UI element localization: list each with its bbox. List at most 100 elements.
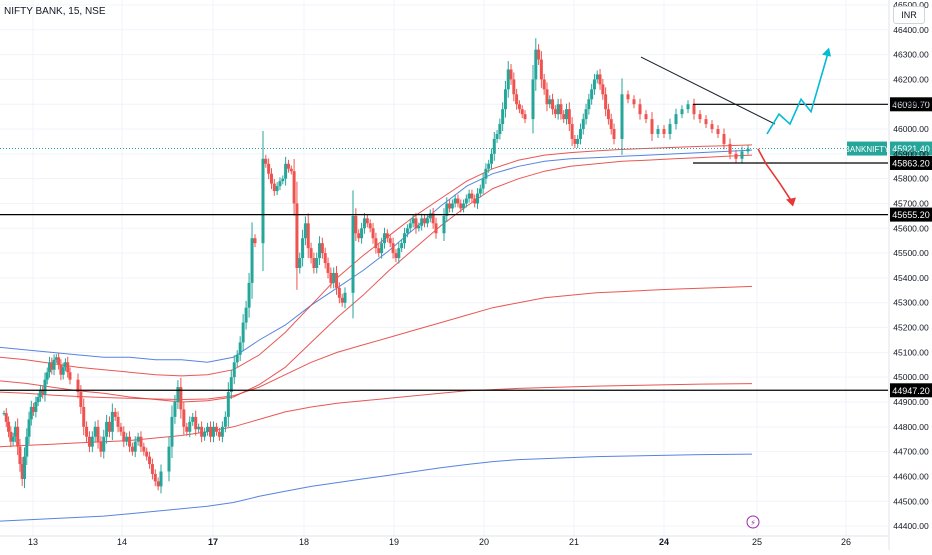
candle-body: [722, 134, 726, 144]
candle-body: [52, 359, 56, 370]
candle-body: [18, 446, 22, 465]
candle-body: [609, 119, 613, 130]
candle-body: [428, 213, 432, 219]
candle-body: [272, 183, 276, 192]
candle-body: [309, 248, 313, 259]
candle-body: [531, 79, 535, 120]
y-tick-label: 44800.00: [893, 422, 929, 432]
candle-body: [537, 49, 541, 60]
candle-body: [581, 119, 585, 130]
candle-body: [606, 109, 610, 120]
candle-body: [650, 119, 654, 134]
candle-body: [592, 79, 596, 90]
candle-body: [179, 387, 183, 410]
candle-body: [431, 213, 435, 224]
y-tick-label: 45400.00: [893, 273, 929, 283]
candle-body: [191, 416, 195, 422]
candle-body: [269, 173, 273, 184]
candle-body: [4, 413, 8, 422]
candle-body: [405, 228, 409, 234]
lightning-icon: ⚡: [750, 519, 756, 528]
candle-body: [698, 114, 702, 120]
currency-selector[interactable]: INR: [893, 6, 925, 24]
candle-body: [25, 436, 29, 457]
x-tick-label: 24: [659, 537, 669, 547]
candle-body: [476, 193, 480, 204]
candle-body: [206, 426, 210, 432]
level-badge: [890, 97, 932, 112]
y-tick-label: 44900.00: [893, 397, 929, 407]
candle-body: [467, 193, 471, 199]
candle-body: [495, 134, 499, 139]
candle-body: [388, 238, 392, 244]
candle-body: [102, 436, 106, 452]
candle-body: [710, 124, 714, 130]
candle-body: [394, 253, 398, 259]
candle-body: [217, 431, 221, 437]
candle-body: [520, 109, 524, 115]
candle-body: [261, 158, 265, 244]
level-label: 45863.20: [892, 158, 930, 168]
moving-average-line: [0, 453, 753, 522]
candle-body: [90, 436, 94, 447]
candle-body: [644, 114, 648, 120]
moving-average-line: [0, 285, 753, 401]
candle-body: [374, 238, 378, 249]
candle-body: [450, 203, 454, 209]
y-tick-label: 44700.00: [893, 447, 929, 457]
candle-body: [119, 426, 123, 432]
y-tick-label: 46500.00: [893, 0, 929, 10]
candle-body: [68, 372, 72, 380]
projection-up-arrowhead: [822, 47, 831, 57]
candle-body: [281, 178, 285, 182]
level-label: 44947.20: [892, 386, 930, 396]
candle-body: [99, 441, 103, 452]
candle-body: [36, 397, 40, 402]
candle-body: [244, 307, 248, 323]
candle-body: [456, 198, 460, 204]
candle-body: [295, 203, 299, 268]
candle-body: [662, 129, 666, 134]
candle-body: [176, 387, 180, 402]
candle-body: [542, 79, 546, 90]
candle-body: [674, 114, 678, 125]
y-tick-label: 45100.00: [893, 347, 929, 357]
candle-body: [9, 431, 13, 442]
y-tick-label: 45800.00: [893, 174, 929, 184]
candle-body: [578, 129, 582, 139]
candle-body: [484, 168, 488, 179]
candle-body: [289, 168, 293, 172]
candle-body: [445, 203, 449, 216]
candle-body: [167, 446, 171, 472]
candle-body: [553, 109, 557, 115]
level-label: 45655.20: [892, 210, 930, 220]
candle-body: [612, 129, 616, 139]
candle-body: [481, 178, 485, 189]
current-price-badge: [890, 141, 932, 156]
candle-body: [292, 171, 296, 204]
event-icon[interactable]: [746, 515, 760, 529]
candle-body: [397, 248, 401, 259]
candle-body: [235, 354, 239, 363]
candle-body: [509, 69, 513, 80]
candle-body: [512, 79, 516, 95]
candle-body: [470, 193, 474, 199]
candle-body: [320, 243, 324, 254]
candle-body: [139, 436, 143, 447]
candle-body: [125, 436, 129, 442]
candle-body: [182, 409, 186, 427]
candle-body: [286, 163, 290, 169]
candle-body: [45, 372, 49, 380]
y-tick-label: 45600.00: [893, 223, 929, 233]
candle-body: [156, 481, 160, 487]
candle-body: [503, 89, 507, 110]
candle-body: [570, 124, 574, 139]
candle-body: [226, 392, 230, 417]
x-tick-label: 20: [479, 537, 489, 547]
candle-body: [63, 362, 67, 368]
y-tick-label: 46100.00: [893, 99, 929, 109]
candle-body: [489, 153, 493, 164]
candle-body: [501, 109, 505, 125]
